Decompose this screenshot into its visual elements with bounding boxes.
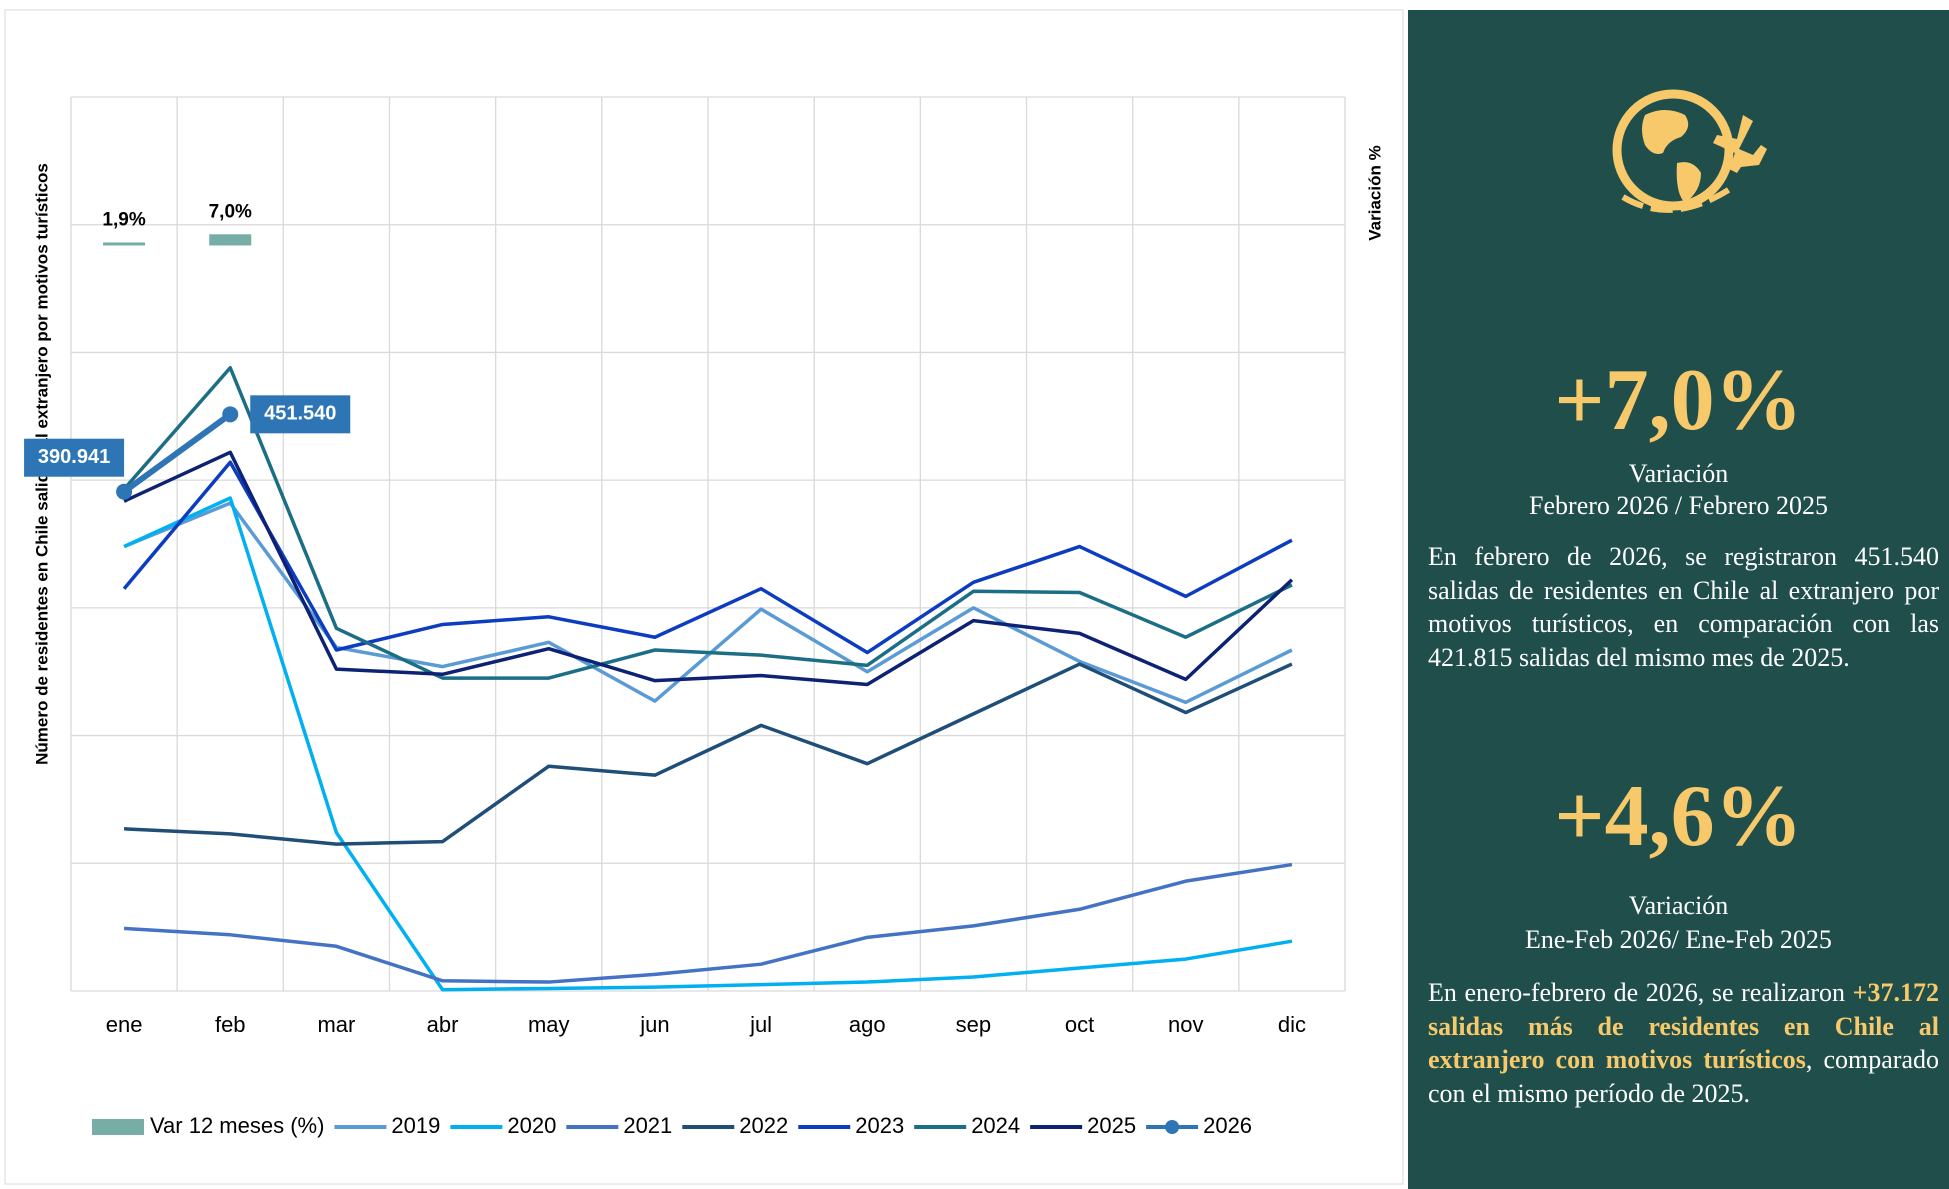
x-tick-label: may	[528, 1012, 570, 1037]
legend-label: 2021	[623, 1113, 672, 1138]
bar-value-label: 1,9%	[102, 209, 145, 230]
line-series	[123, 450, 1294, 687]
x-tick-label: ene	[106, 1012, 143, 1037]
legend-label: 2024	[971, 1113, 1020, 1138]
line-series	[123, 662, 1293, 846]
line-series	[123, 862, 1293, 984]
x-tick-label: jul	[749, 1012, 772, 1037]
x-tick-label: abr	[427, 1012, 459, 1037]
y2-axis-title: Variación %	[1365, 145, 1384, 240]
legend-label: Var 12 meses (%)	[150, 1113, 324, 1138]
line-series	[123, 496, 1293, 992]
line-series	[122, 411, 233, 495]
legend-label: 2022	[739, 1113, 788, 1138]
bar	[209, 234, 252, 246]
point	[222, 406, 239, 423]
chart: Número de residentes en Chile salidos al…	[4, 9, 1404, 1185]
data-label: 390.941	[38, 446, 110, 468]
x-tick-label: oct	[1065, 1012, 1094, 1037]
text: , comparado con el mismo período de 2025…	[1428, 1045, 1939, 1108]
line-series	[122, 366, 1293, 680]
x-tick-label: ago	[849, 1012, 886, 1037]
variation-label: Variación	[1628, 891, 1729, 920]
period-label: Febrero 2026 / Febrero 2025	[1529, 491, 1828, 520]
summary-panel: +7,0% Variación Febrero 2026 / Febrero 2…	[1408, 10, 1949, 1189]
headline: +4,6%	[1554, 768, 1803, 865]
travel-icon	[1612, 89, 1767, 213]
legend-marker	[1165, 1120, 1180, 1134]
legend-label: 2026	[1203, 1113, 1252, 1138]
x-tick-label: feb	[215, 1012, 246, 1037]
bar	[103, 242, 146, 246]
summary-text: En febrero de 2026, se registraron 451.5…	[1428, 542, 1939, 672]
legend-label: 2020	[507, 1113, 556, 1138]
x-tick-label: dic	[1278, 1012, 1306, 1037]
summary-text: En enero-febrero de 2026, se realizaron …	[1428, 976, 1939, 1110]
line-series	[122, 460, 1293, 655]
x-tick-label: mar	[317, 1012, 355, 1037]
data-label-box	[24, 438, 125, 477]
line-series	[123, 501, 1293, 705]
bar-value-label: 7,0%	[209, 201, 252, 222]
legend-label: 2025	[1087, 1113, 1136, 1138]
data-label-box	[250, 395, 351, 434]
headline: +7,0%	[1554, 352, 1803, 449]
highlight-text: +37.172 salidas más de residentes en Chi…	[1428, 978, 1939, 1074]
point	[116, 483, 133, 500]
x-tick-label: nov	[1168, 1012, 1203, 1037]
text: En enero-febrero de 2026, se realizaron	[1428, 978, 1853, 1007]
x-tick-label: jun	[639, 1012, 669, 1037]
x-tick-label: sep	[956, 1012, 991, 1037]
legend-label: 2023	[855, 1113, 904, 1138]
legend-label: 2019	[391, 1113, 440, 1138]
chart-border	[4, 9, 1404, 1185]
period-label: Ene-Feb 2026/ Ene-Feb 2025	[1525, 925, 1832, 954]
data-label: 451.540	[264, 403, 336, 425]
variation-label: Variación	[1628, 459, 1729, 488]
legend-swatch	[92, 1119, 144, 1135]
